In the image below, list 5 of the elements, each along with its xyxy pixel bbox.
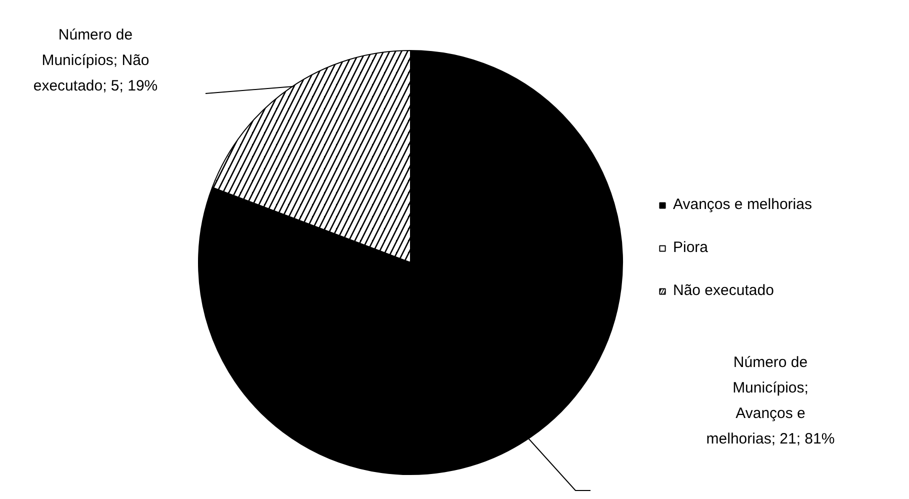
legend-label: Não executado bbox=[673, 282, 774, 299]
data-label: Número de Municípios; Não executado; 5; 19% bbox=[33, 26, 158, 94]
legend-label: Avanços e melhorias bbox=[673, 196, 812, 213]
legend-label: Piora bbox=[673, 239, 708, 256]
data-label: Número de Municípios; Avanços e melhorias; 21; 81% bbox=[706, 354, 835, 448]
